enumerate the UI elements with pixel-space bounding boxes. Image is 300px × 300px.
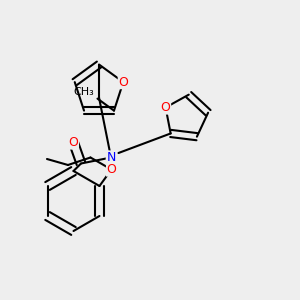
Text: N: N xyxy=(106,151,116,164)
Text: O: O xyxy=(69,136,78,149)
Text: O: O xyxy=(161,101,170,114)
Text: O: O xyxy=(106,163,116,176)
Text: O: O xyxy=(118,76,128,88)
Text: CH₃: CH₃ xyxy=(74,87,94,97)
